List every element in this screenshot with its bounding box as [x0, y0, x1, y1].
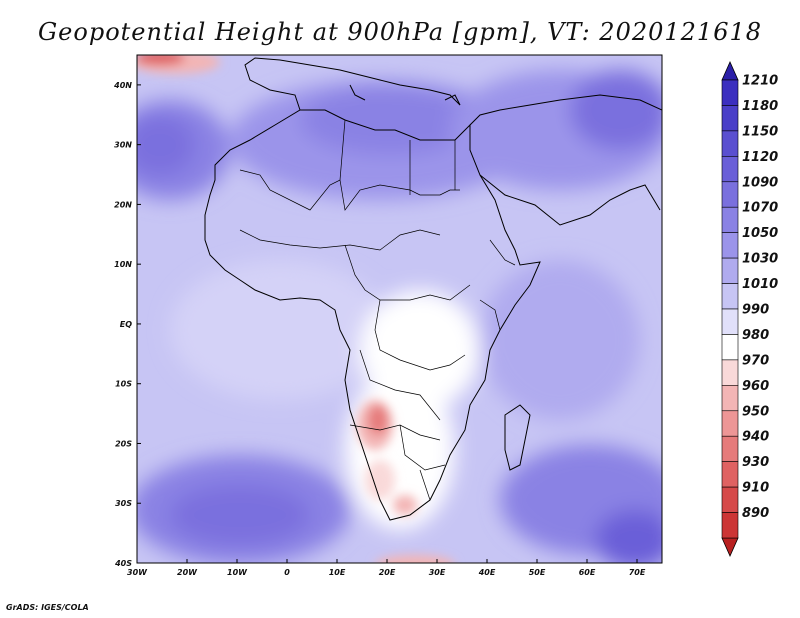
- colorbar-swatch: [721, 206, 739, 233]
- colorbar-top-arrow: [721, 61, 739, 81]
- colorbar-label: 1030: [742, 252, 778, 267]
- colorbar-swatch: [721, 461, 739, 488]
- lon-tick-label: 50E: [529, 568, 546, 577]
- arabia-coast: [479, 174, 661, 226]
- colorbar-swatch: [721, 435, 739, 462]
- plot-frame: [136, 54, 663, 564]
- colorbar-label: 1120: [742, 150, 778, 165]
- asia-coast: [469, 94, 662, 126]
- colorbar-label: 950: [742, 404, 769, 419]
- colorbar-label: 910: [742, 481, 769, 496]
- colorbar-swatch: [721, 156, 739, 183]
- lon-tick-label: 70E: [629, 568, 646, 577]
- colorbar-label: 970: [742, 353, 769, 368]
- colorbar-swatch: [721, 385, 739, 412]
- grads-credit: GrADS: IGES/COLA: [6, 603, 89, 612]
- colorbar-swatch: [721, 512, 739, 539]
- colorbar-label: 1090: [742, 175, 778, 190]
- colorbar-label: 1050: [742, 226, 778, 241]
- colorbar-swatch: [721, 181, 739, 208]
- longitude-axis: 30W 20W 10W 0 10E 20E 30E 40E 50E 60E 70E: [127, 559, 646, 577]
- lat-tick-label: 20S: [115, 439, 132, 448]
- lon-tick-label: 10E: [329, 568, 346, 577]
- colorbar-label: 1210: [742, 74, 778, 89]
- lat-tick-label: 40S: [114, 559, 132, 568]
- lon-tick-label: 30E: [429, 568, 446, 577]
- colorbar-swatch: [721, 130, 739, 157]
- lon-tick-label: 10W: [227, 568, 248, 577]
- latitude-axis: 40N 30N 20N 10N EQ 10S 20S 30S 40S: [113, 81, 141, 568]
- lon-tick-label: 0: [284, 568, 290, 577]
- colorbar-label: 890: [742, 506, 769, 521]
- africa-outline: [204, 109, 541, 521]
- colorbar-swatch: [721, 257, 739, 284]
- colorbar-label: 1070: [742, 201, 778, 216]
- lat-tick-label: 10N: [114, 260, 132, 269]
- colorbar-label: 1150: [742, 124, 778, 139]
- lat-tick-label: 10S: [115, 380, 132, 389]
- height-field: [137, 55, 662, 563]
- colorbar-swatch: [721, 105, 739, 132]
- lat-tick-label: 30N: [114, 141, 132, 150]
- lon-tick-label: 40E: [478, 568, 496, 577]
- country-borders: [239, 119, 516, 516]
- lon-tick-label: 60E: [579, 568, 596, 577]
- colorbar-swatch: [721, 232, 739, 259]
- colorbar-swatch: [721, 308, 739, 335]
- map-title: Geopotential Height at 900hPa [gpm], VT:…: [38, 18, 762, 46]
- colorbar-label: 990: [742, 303, 769, 318]
- colorbar: 1210 1180 1150 1120 1090 1070 1050 1030 1010 990 9…: [721, 61, 778, 557]
- colorbar-label: 980: [742, 328, 769, 343]
- coastlines: [204, 57, 662, 521]
- lat-tick-label: 40N: [113, 81, 132, 90]
- europe-coast: [244, 57, 461, 111]
- colorbar-swatch: [721, 410, 739, 437]
- colorbar-label: 930: [742, 455, 769, 470]
- colorbar-swatch: [721, 334, 739, 361]
- lon-tick-label: 20E: [379, 568, 396, 577]
- colorbar-swatch: [721, 79, 739, 106]
- colorbar-label: 940: [742, 430, 769, 445]
- colorbar-label: 1010: [742, 277, 778, 292]
- colorbar-label: 960: [742, 379, 769, 394]
- low-south-edge: [375, 555, 455, 563]
- lat-tick-label: EQ: [120, 320, 132, 329]
- lat-tick-label: 20N: [114, 200, 132, 209]
- colorbar-swatch: [721, 283, 739, 310]
- lon-tick-label: 30W: [127, 568, 148, 577]
- colorbar-bottom-arrow: [721, 537, 739, 557]
- colorbar-swatch: [721, 359, 739, 386]
- madagascar-outline: [504, 404, 531, 471]
- colorbar-swatch: [721, 486, 739, 513]
- colorbar-label: 1180: [742, 99, 778, 114]
- lat-tick-label: 30S: [115, 499, 132, 508]
- lon-tick-label: 20W: [177, 568, 198, 577]
